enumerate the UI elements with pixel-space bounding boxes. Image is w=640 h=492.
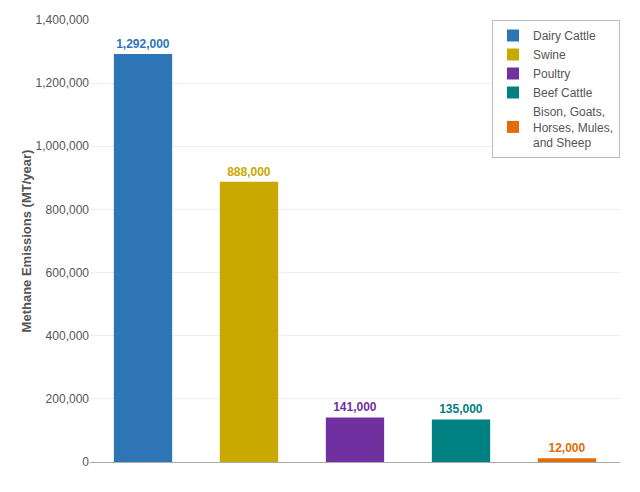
svg-text:1,000,000: 1,000,000 <box>36 139 90 153</box>
svg-text:800,000: 800,000 <box>46 203 90 217</box>
svg-text:141,000: 141,000 <box>333 400 377 414</box>
svg-text:400,000: 400,000 <box>46 329 90 343</box>
svg-text:0: 0 <box>82 455 89 469</box>
svg-text:135,000: 135,000 <box>439 402 483 416</box>
svg-text:12,000: 12,000 <box>548 441 585 455</box>
svg-text:Swine: Swine <box>533 48 566 62</box>
svg-text:888,000: 888,000 <box>227 165 271 179</box>
svg-text:Dairy Cattle: Dairy Cattle <box>533 29 596 43</box>
svg-text:Beef Cattle: Beef Cattle <box>533 86 593 100</box>
svg-text:1,292,000: 1,292,000 <box>116 37 170 51</box>
svg-text:Poultry: Poultry <box>533 67 570 81</box>
svg-text:Methane Emissions (MT/year): Methane Emissions (MT/year) <box>19 150 34 333</box>
svg-text:600,000: 600,000 <box>46 266 90 280</box>
svg-text:1,200,000: 1,200,000 <box>36 76 90 90</box>
svg-text:Bison, Goats,Horses, Mules,and: Bison, Goats,Horses, Mules,and Sheep <box>533 105 613 150</box>
svg-text:1,400,000: 1,400,000 <box>36 13 90 27</box>
svg-text:200,000: 200,000 <box>46 392 90 406</box>
